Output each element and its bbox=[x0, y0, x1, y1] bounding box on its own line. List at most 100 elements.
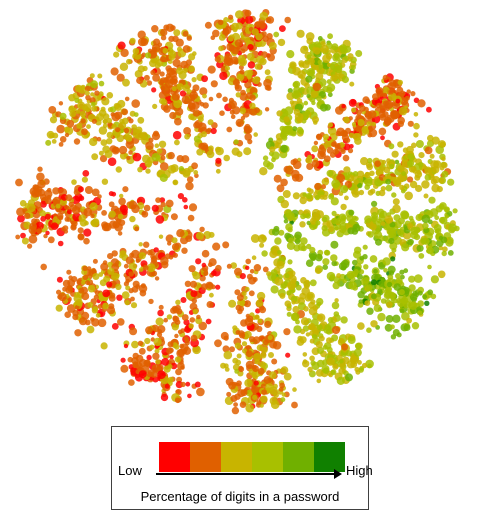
scatter-point bbox=[407, 160, 415, 168]
scatter-point bbox=[39, 200, 47, 208]
scatter-point bbox=[314, 267, 322, 274]
scatter-point bbox=[36, 172, 45, 182]
scatter-point bbox=[370, 279, 377, 286]
scatter-point bbox=[322, 258, 330, 266]
scatter-point bbox=[224, 367, 230, 372]
scatter-point bbox=[298, 60, 305, 67]
scatter-point bbox=[244, 15, 254, 24]
scatter-point bbox=[441, 250, 447, 257]
scatter-point bbox=[164, 383, 170, 389]
scatter-point bbox=[428, 196, 436, 204]
scatter-point bbox=[340, 129, 348, 137]
scatter-point bbox=[439, 141, 446, 148]
scatter-point bbox=[388, 270, 395, 276]
scatter-point bbox=[112, 146, 120, 154]
scatter-point bbox=[91, 218, 100, 226]
scatter-point bbox=[170, 213, 178, 221]
scatter-point bbox=[181, 95, 190, 105]
scatter-point bbox=[182, 45, 191, 53]
scatter-point bbox=[353, 348, 362, 357]
scatter-point bbox=[259, 11, 269, 21]
legend-low-label: Low bbox=[118, 463, 142, 478]
scatter-point bbox=[385, 178, 391, 185]
scatter-point bbox=[397, 299, 405, 308]
scatter-point bbox=[279, 292, 286, 299]
scatter-point bbox=[386, 281, 393, 288]
scatter-point bbox=[89, 202, 98, 211]
scatter-point bbox=[239, 92, 248, 101]
scatter-point bbox=[243, 125, 249, 131]
scatter-point bbox=[306, 220, 311, 226]
scatter-point bbox=[160, 28, 168, 37]
scatter-point bbox=[89, 137, 98, 147]
scatter-point bbox=[247, 44, 254, 51]
scatter-point bbox=[287, 259, 293, 265]
scatter-point bbox=[117, 213, 124, 220]
scatter-point bbox=[236, 294, 244, 301]
scatter-point bbox=[145, 326, 153, 335]
scatter-point bbox=[243, 300, 251, 308]
scatter-point bbox=[353, 216, 359, 222]
scatter-point bbox=[255, 308, 261, 314]
scatter-point bbox=[407, 153, 414, 160]
scatter-point bbox=[55, 304, 63, 312]
scatter-point bbox=[327, 33, 333, 40]
scatter-point bbox=[75, 299, 83, 307]
scatter-point bbox=[92, 273, 100, 280]
scatter-point bbox=[40, 263, 47, 271]
scatter-point bbox=[137, 30, 146, 39]
scatter-point bbox=[198, 321, 207, 331]
scatter-point bbox=[76, 122, 83, 129]
scatter-point bbox=[226, 391, 232, 397]
scatter-point bbox=[349, 144, 354, 149]
scatter-point bbox=[306, 243, 312, 250]
scatter-point bbox=[169, 354, 174, 360]
scatter-point bbox=[151, 364, 160, 373]
scatter-point bbox=[387, 274, 394, 280]
scatter-point bbox=[346, 270, 355, 279]
scatter-point bbox=[305, 259, 314, 268]
scatter-point bbox=[201, 262, 207, 268]
scatter-point bbox=[417, 310, 423, 316]
scatter-point bbox=[252, 277, 258, 282]
scatter-point bbox=[249, 94, 256, 101]
scatter-point bbox=[282, 190, 291, 198]
scatter-point bbox=[325, 328, 333, 335]
scatter-point bbox=[252, 336, 261, 344]
scatter-point bbox=[292, 192, 300, 200]
scatter-point bbox=[289, 100, 295, 105]
scatter-point bbox=[263, 339, 269, 346]
scatter-point bbox=[431, 136, 440, 145]
scatter-point bbox=[73, 138, 81, 145]
scatter-point bbox=[340, 148, 346, 154]
scatter-point bbox=[120, 48, 129, 58]
scatter-point bbox=[321, 216, 328, 223]
scatter-point bbox=[399, 184, 405, 191]
scatter-point bbox=[238, 366, 245, 373]
scatter-point bbox=[180, 297, 187, 303]
scatter-point bbox=[266, 33, 273, 40]
scatter-point bbox=[231, 22, 239, 31]
scatter-point bbox=[163, 89, 171, 97]
scatter-point bbox=[346, 360, 355, 369]
scatter-point bbox=[441, 170, 449, 178]
scatter-point bbox=[292, 126, 298, 132]
scatter-point bbox=[208, 231, 215, 238]
scatter-point bbox=[380, 276, 385, 282]
scatter-point bbox=[167, 151, 175, 160]
cluster-2 bbox=[259, 29, 363, 176]
scatter-point bbox=[345, 350, 352, 357]
scatter-point bbox=[90, 213, 95, 219]
scatter-point bbox=[24, 212, 31, 219]
scatter-point bbox=[251, 385, 259, 394]
scatter-point bbox=[348, 209, 355, 216]
scatter-point bbox=[139, 131, 148, 140]
scatter-point bbox=[81, 311, 90, 320]
scatter-point bbox=[85, 280, 91, 286]
scatter-point bbox=[371, 273, 379, 282]
scatter-point bbox=[359, 255, 365, 261]
scatter-point bbox=[441, 156, 446, 161]
scatter-point bbox=[373, 268, 378, 274]
scatter-point bbox=[404, 95, 410, 101]
scatter-point bbox=[250, 234, 260, 243]
